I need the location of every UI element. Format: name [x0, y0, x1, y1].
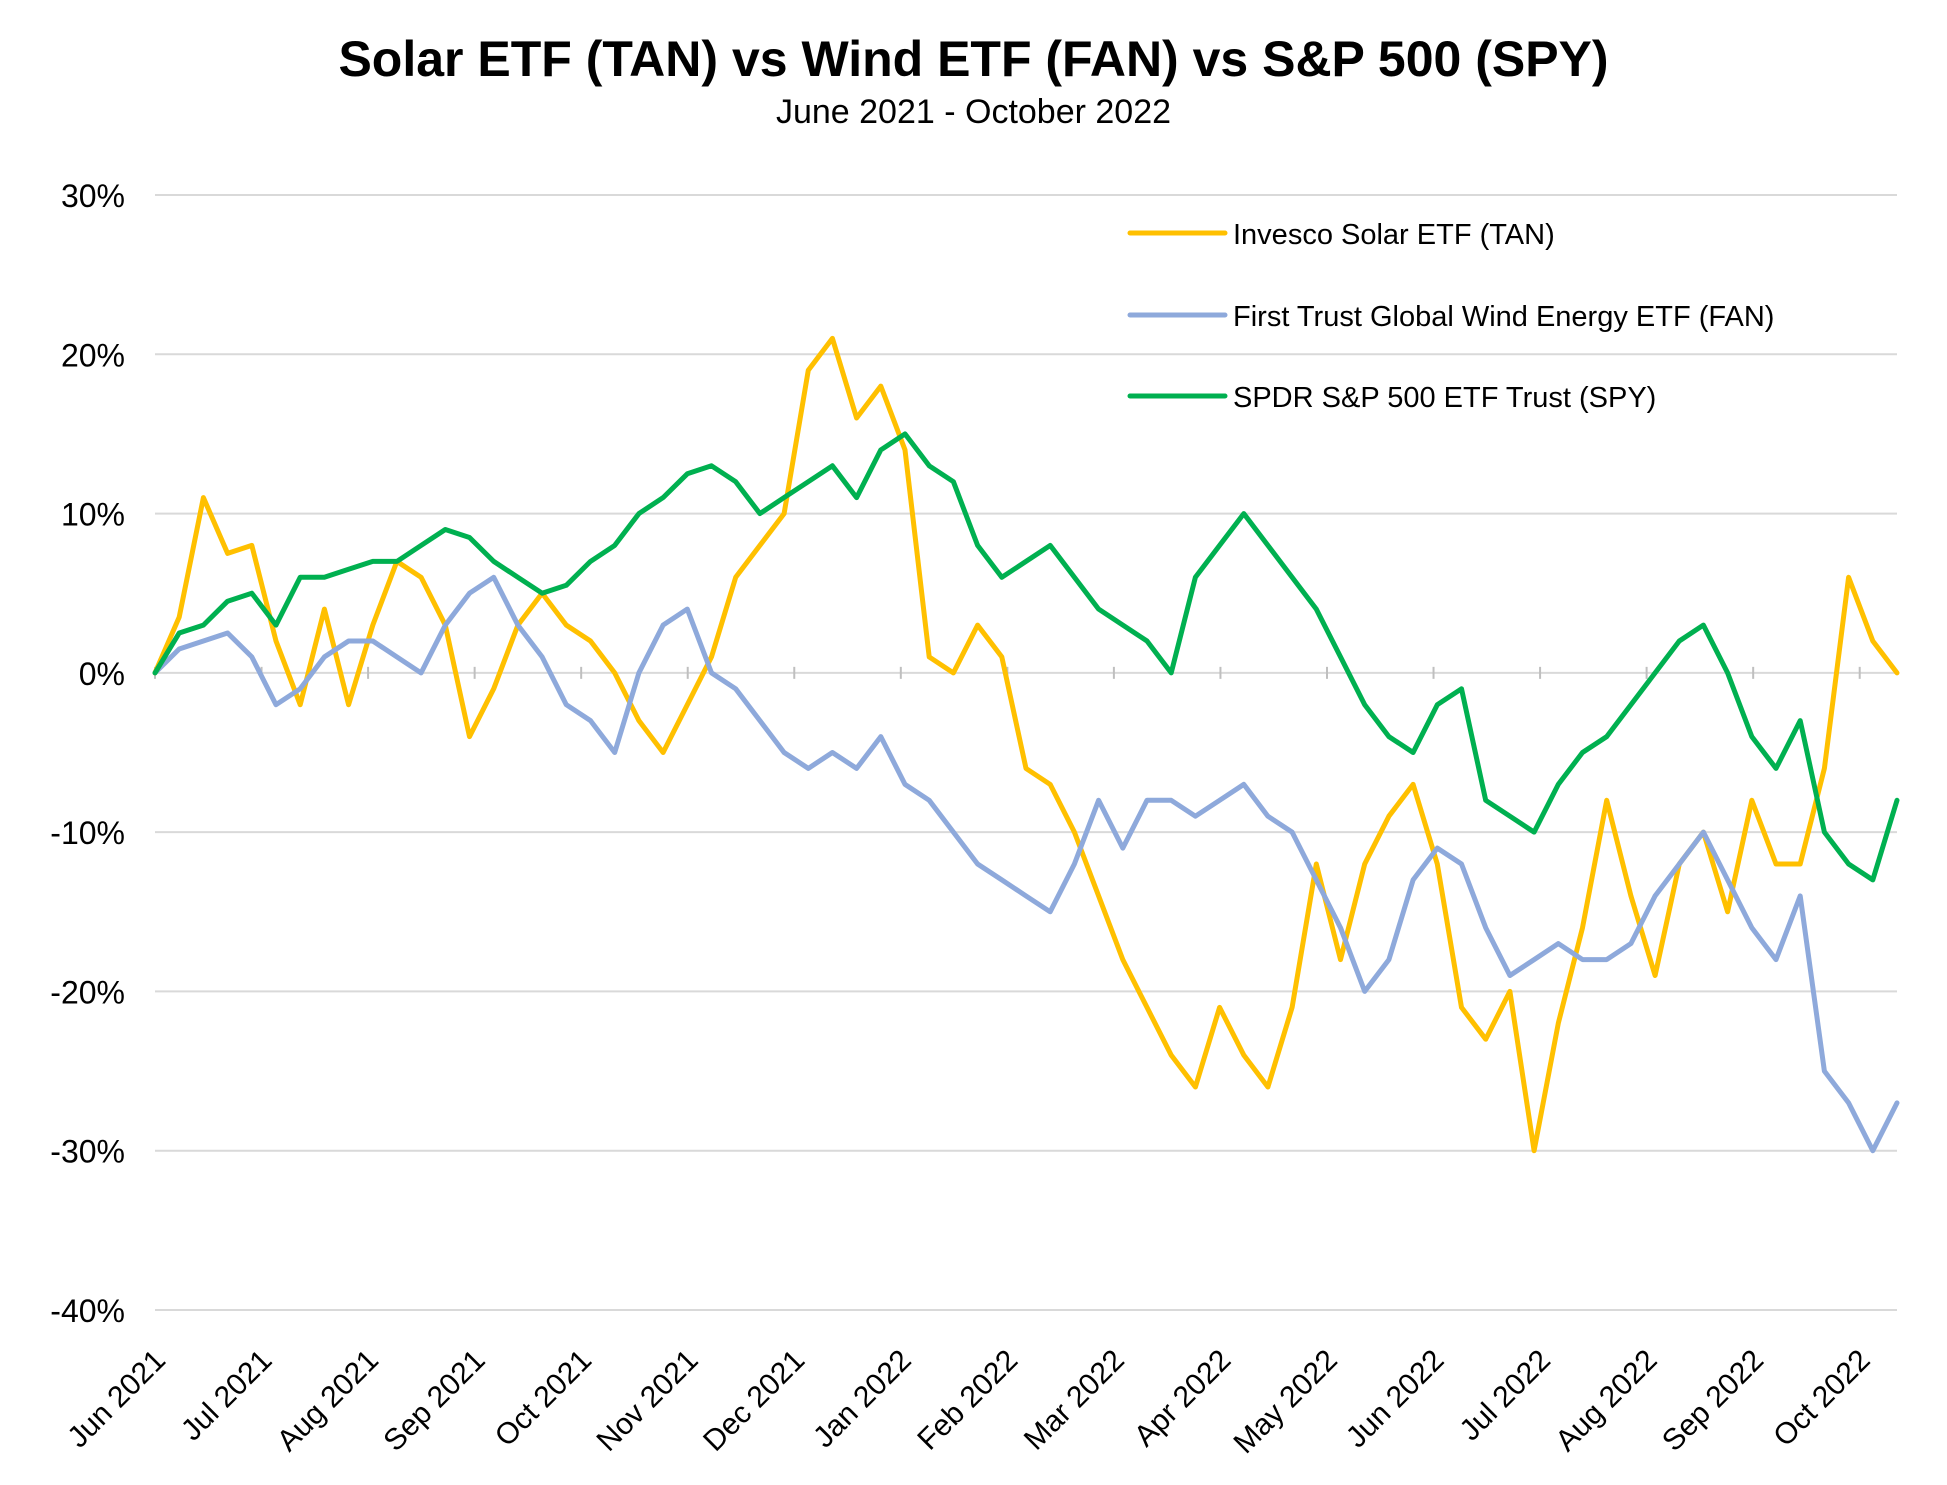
x-tick-label: May 2022: [1227, 1344, 1343, 1460]
y-tick-label: -20%: [50, 974, 125, 1010]
x-tick-label: Aug 2022: [1549, 1344, 1663, 1458]
x-tick-label: Dec 2021: [697, 1344, 811, 1458]
x-tick-label: Mar 2022: [1018, 1344, 1131, 1457]
legend-label-3: SPDR S&P 500 ETF Trust (SPY): [1233, 382, 1656, 414]
y-tick-label: 20%: [61, 337, 125, 373]
x-tick-label: Jun 2022: [1340, 1344, 1451, 1455]
x-tick-label: Jul 2022: [1453, 1344, 1557, 1448]
series-line-2: [152, 574, 1900, 1154]
series-lines: [152, 335, 1900, 1154]
x-tick-label: Feb 2022: [911, 1344, 1024, 1457]
y-axis-ticks: 30% 20% 10% 0% -10% -20% -30% -40%: [50, 178, 125, 1329]
y-tick-label: 30%: [61, 178, 125, 214]
x-tick-label: Apr 2022: [1128, 1344, 1237, 1453]
x-tick-label: Sep 2021: [377, 1344, 491, 1458]
chart-title: Solar ETF (TAN) vs Wind ETF (FAN) vs S&P…: [338, 31, 1609, 87]
x-tick-label: Jul 2021: [175, 1344, 279, 1448]
y-tick-label: -10%: [50, 815, 125, 851]
legend-label-2: First Trust Global Wind Energy ETF (FAN): [1233, 301, 1774, 333]
y-tick-label: 0%: [79, 656, 125, 692]
x-tick-label: Sep 2022: [1656, 1344, 1770, 1458]
grid-lines: [155, 194, 1897, 1311]
y-tick-label: 10%: [61, 497, 125, 533]
x-tick-label: Oct 2021: [489, 1344, 598, 1453]
x-tick-label: Nov 2021: [591, 1344, 705, 1458]
series-line-1: [152, 335, 1900, 1154]
legend: Invesco Solar ETF (TAN) First Trust Globa…: [1127, 219, 1774, 414]
y-tick-label: -40%: [50, 1293, 125, 1329]
y-tick-label: -30%: [50, 1134, 125, 1170]
x-tick-label: Jun 2021: [61, 1344, 172, 1455]
chart-subtitle: June 2021 - October 2022: [775, 93, 1172, 131]
x-tick-label: Oct 2022: [1767, 1344, 1876, 1453]
series-line-3: [152, 431, 1900, 883]
legend-label-1: Invesco Solar ETF (TAN): [1233, 219, 1555, 251]
x-tick-label: Aug 2021: [271, 1344, 385, 1458]
x-tick-label: Jan 2022: [807, 1344, 918, 1455]
